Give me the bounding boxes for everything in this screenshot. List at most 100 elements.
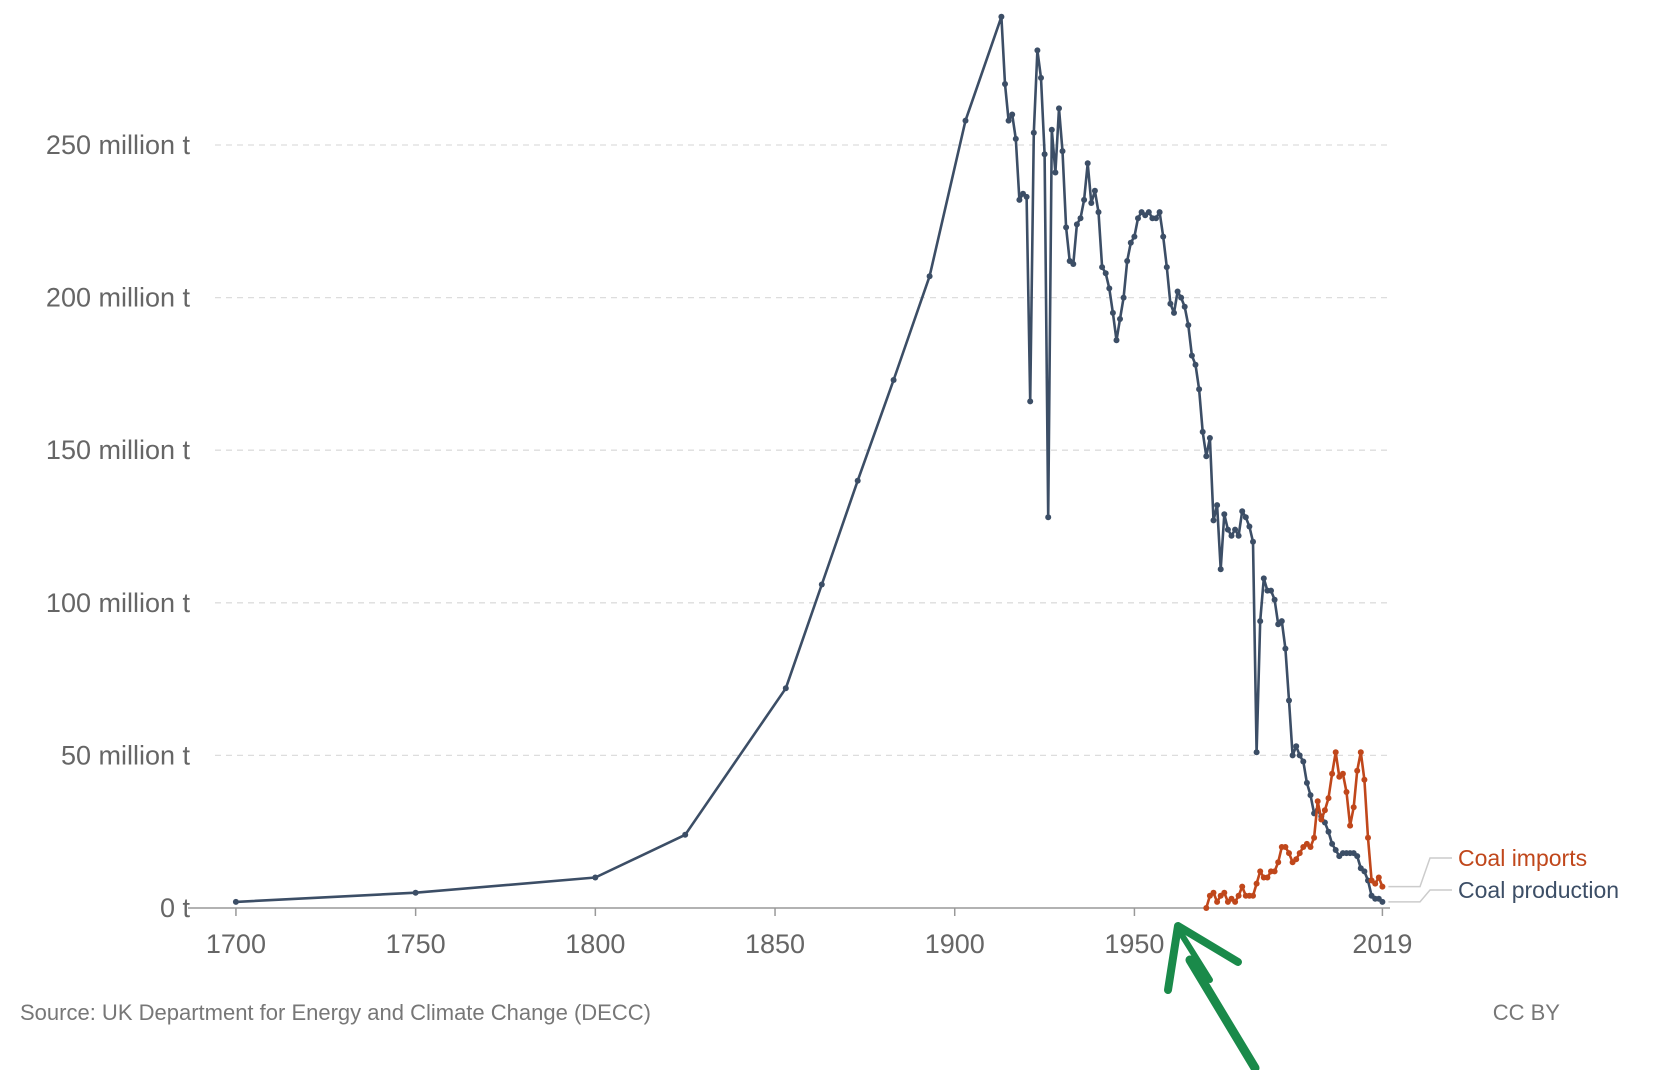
data-point[interactable] — [1106, 285, 1113, 292]
data-point[interactable] — [1188, 352, 1195, 359]
data-point[interactable] — [1239, 508, 1246, 515]
data-point[interactable] — [1052, 169, 1059, 176]
data-point[interactable] — [1375, 874, 1382, 881]
license-link[interactable]: CC BY — [1492, 1000, 1560, 1025]
data-point[interactable] — [1199, 428, 1206, 435]
data-point[interactable] — [1084, 160, 1091, 167]
data-point[interactable] — [1253, 880, 1260, 887]
data-point[interactable] — [1185, 322, 1192, 329]
data-point[interactable] — [1063, 224, 1070, 231]
data-point[interactable] — [1275, 859, 1282, 866]
data-point[interactable] — [1041, 151, 1048, 158]
data-point[interactable] — [1221, 511, 1228, 518]
data-point[interactable] — [1289, 752, 1296, 759]
data-point[interactable] — [1109, 309, 1116, 316]
data-point[interactable] — [1232, 898, 1239, 905]
data-point[interactable] — [1113, 337, 1120, 344]
data-point[interactable] — [1239, 883, 1246, 890]
data-point[interactable] — [1332, 749, 1339, 756]
data-point[interactable] — [1343, 789, 1350, 795]
data-point[interactable] — [1012, 135, 1019, 142]
data-point[interactable] — [1271, 596, 1278, 603]
data-point[interactable] — [1264, 874, 1271, 881]
data-point[interactable] — [1232, 526, 1239, 533]
data-point[interactable] — [1314, 798, 1321, 805]
data-point[interactable] — [1214, 502, 1221, 509]
data-point[interactable] — [1329, 840, 1336, 847]
data-point[interactable] — [1206, 435, 1213, 441]
data-point[interactable] — [1005, 117, 1012, 124]
data-point[interactable] — [1163, 264, 1170, 271]
data-point[interactable] — [1325, 795, 1332, 802]
data-point[interactable] — [890, 377, 897, 383]
data-point[interactable] — [1271, 868, 1278, 875]
data-point[interactable] — [1059, 148, 1066, 155]
data-point[interactable] — [682, 831, 689, 838]
data-point[interactable] — [1303, 779, 1310, 786]
data-point[interactable] — [1099, 264, 1106, 271]
data-point[interactable] — [1095, 209, 1102, 216]
data-point[interactable] — [1048, 126, 1055, 133]
data-point[interactable] — [592, 874, 599, 881]
data-point[interactable] — [1214, 898, 1221, 905]
data-point[interactable] — [1127, 239, 1134, 246]
data-point[interactable] — [1045, 514, 1052, 521]
data-point[interactable] — [1091, 187, 1098, 194]
data-point[interactable] — [1379, 898, 1386, 905]
data-point[interactable] — [1210, 889, 1217, 896]
data-point[interactable] — [1293, 743, 1300, 750]
data-point[interactable] — [1174, 288, 1181, 295]
data-point[interactable] — [1160, 233, 1167, 240]
data-point[interactable] — [1171, 309, 1177, 316]
data-point[interactable] — [1034, 47, 1041, 54]
data-point[interactable] — [1321, 807, 1328, 814]
data-point[interactable] — [1056, 105, 1062, 112]
data-point[interactable] — [1203, 453, 1210, 460]
data-point[interactable] — [854, 477, 861, 484]
data-point[interactable] — [1120, 294, 1127, 301]
data-point[interactable] — [1131, 233, 1138, 240]
data-point[interactable] — [1088, 200, 1095, 206]
data-point[interactable] — [1246, 523, 1253, 530]
data-point[interactable] — [1153, 215, 1159, 222]
data-point[interactable] — [1224, 526, 1231, 533]
data-point[interactable] — [1073, 221, 1080, 228]
data-point[interactable] — [1009, 111, 1016, 118]
data-point[interactable] — [1347, 822, 1354, 829]
data-point[interactable] — [1361, 868, 1368, 875]
data-point[interactable] — [1235, 532, 1242, 539]
data-point[interactable] — [1030, 129, 1037, 136]
data-point[interactable] — [1178, 294, 1185, 301]
data-point[interactable] — [1357, 749, 1364, 756]
data-point[interactable] — [1268, 587, 1274, 594]
data-point[interactable] — [1077, 215, 1084, 222]
data-point[interactable] — [1350, 804, 1357, 811]
data-point[interactable] — [1300, 758, 1307, 765]
data-point[interactable] — [1253, 749, 1260, 756]
data-point[interactable] — [1339, 770, 1346, 777]
data-point[interactable] — [1286, 850, 1292, 857]
data-point[interactable] — [1228, 532, 1235, 539]
data-point[interactable] — [1210, 517, 1217, 524]
data-point[interactable] — [1203, 905, 1210, 911]
data-point[interactable] — [1181, 303, 1188, 310]
data-point[interactable] — [1257, 618, 1264, 625]
data-point[interactable] — [1145, 209, 1152, 216]
data-point[interactable] — [1257, 868, 1264, 875]
data-point[interactable] — [1329, 770, 1336, 777]
data-point[interactable] — [1293, 856, 1300, 863]
data-point[interactable] — [1354, 767, 1361, 774]
data-point[interactable] — [1235, 892, 1242, 899]
data-point[interactable] — [782, 685, 789, 692]
data-point[interactable] — [1027, 398, 1034, 405]
data-point[interactable] — [1038, 74, 1044, 81]
data-point[interactable] — [1332, 847, 1339, 853]
data-point[interactable] — [1307, 844, 1314, 850]
data-point[interactable] — [1278, 618, 1285, 625]
data-point[interactable] — [1196, 386, 1203, 393]
data-point[interactable] — [1286, 697, 1292, 704]
data-point[interactable] — [1282, 844, 1289, 850]
data-point[interactable] — [1117, 316, 1123, 322]
data-point[interactable] — [1102, 270, 1109, 277]
data-point[interactable] — [1156, 209, 1163, 216]
